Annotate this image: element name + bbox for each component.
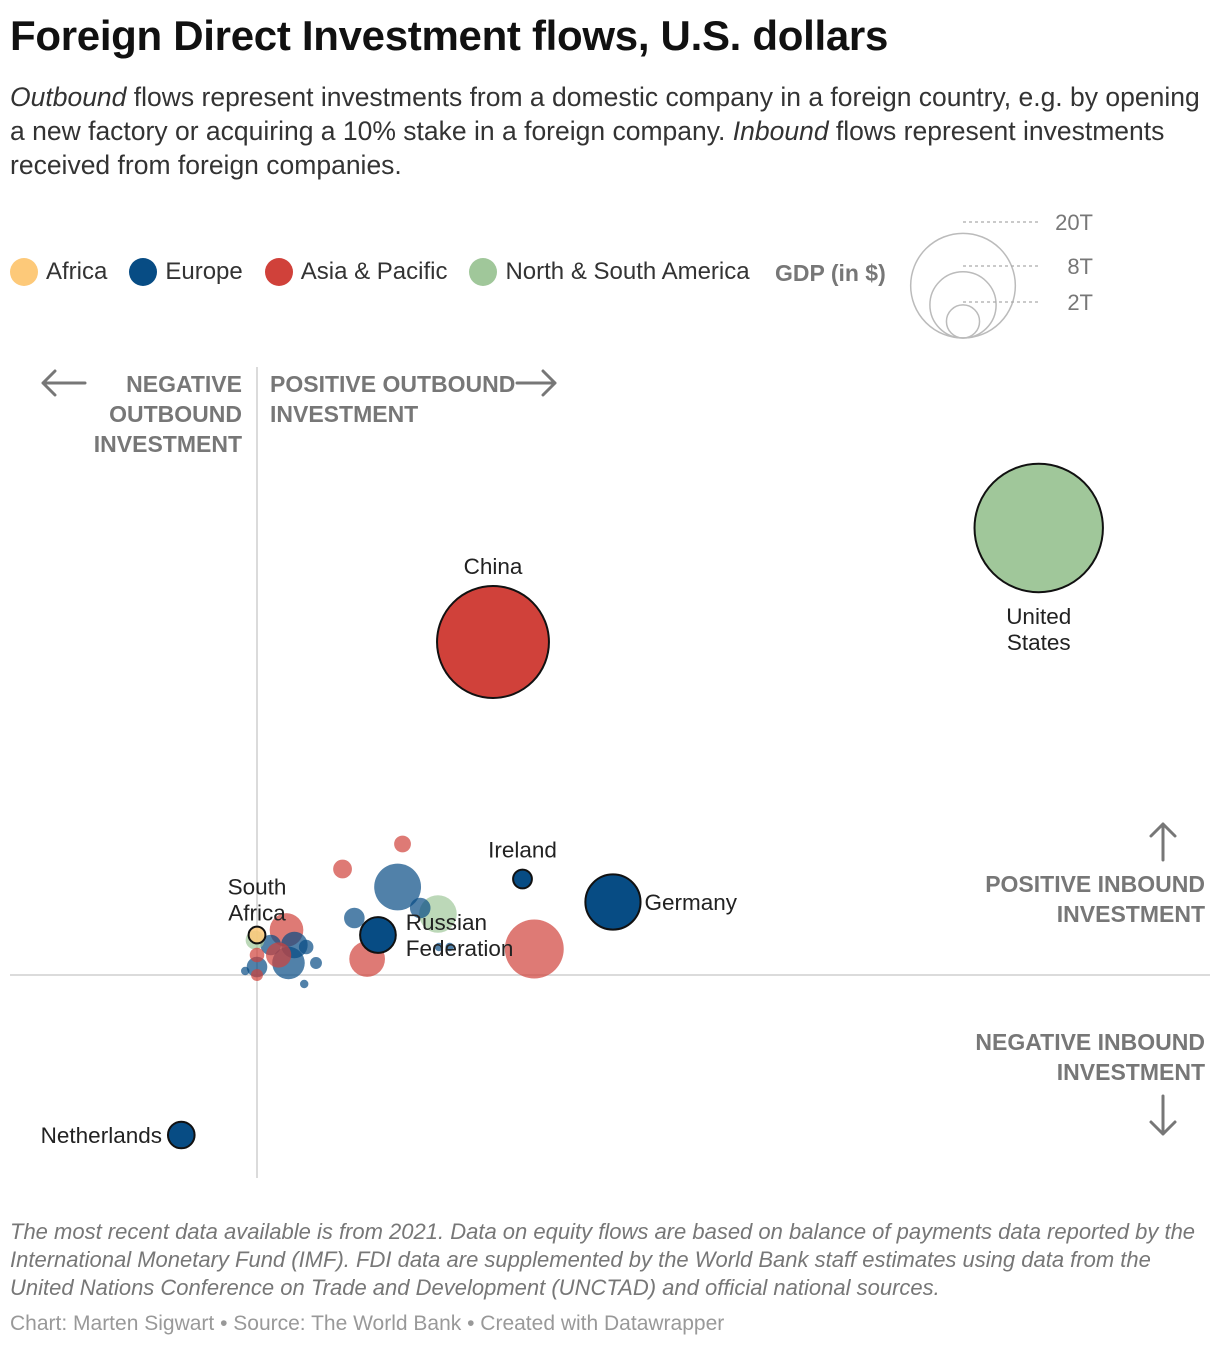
axis-label-positive-outbound-line: POSITIVE OUTBOUND	[270, 371, 516, 397]
data-point-ireland	[512, 868, 533, 890]
size-legend-label: 20T	[1055, 210, 1093, 235]
point-label: Ireland	[488, 838, 557, 863]
axis-label-positive-inbound-line: INVESTMENT	[1056, 901, 1205, 927]
point-label-line: States	[1007, 630, 1071, 655]
legend-item-africa: Africa	[10, 258, 107, 286]
axis-label-negative-outbound: NEGATIVE OUTBOUND INVESTMENT	[94, 369, 242, 459]
size-legend-title: GDP (in $)	[775, 260, 886, 286]
point-label: United States	[1006, 604, 1071, 655]
axis-label-negative-inbound-line: INVESTMENT	[1056, 1059, 1205, 1085]
legend-swatch-africa	[10, 258, 38, 286]
subtitle-outbound: Outbound	[10, 82, 127, 112]
data-point-china	[436, 585, 550, 699]
data-point	[445, 942, 454, 952]
point-label: Netherlands	[41, 1123, 162, 1148]
legend-label-europe: Europe	[165, 258, 243, 285]
axis-label-negative-inbound: NEGATIVE INBOUND INVESTMENT	[975, 1027, 1205, 1087]
legend-label-africa: Africa	[46, 258, 108, 285]
arrow-right-icon	[515, 369, 557, 397]
data-point-netherlands	[166, 1120, 196, 1150]
point-label: Russian Federation	[406, 910, 514, 961]
data-point	[333, 859, 352, 879]
point-label: Germany	[645, 890, 738, 915]
point-label-line: China	[464, 554, 523, 579]
point-label-line: Africa	[228, 901, 286, 926]
data-point	[240, 966, 250, 976]
point-label: South Africa	[228, 875, 287, 926]
point-label-line: Federation	[406, 936, 514, 961]
arrow-up-icon	[1149, 822, 1177, 862]
point-label-line: Germany	[645, 890, 738, 915]
data-point	[298, 939, 314, 955]
axis-label-negative-outbound-line: NEGATIVE	[126, 371, 242, 397]
arrow-left-icon	[41, 369, 87, 397]
legend-item-americas: North & South America	[469, 258, 750, 286]
legend-swatch-asia-pacific	[264, 258, 293, 286]
axis-label-positive-outbound-line: INVESTMENT	[270, 401, 419, 427]
chart-subtitle: Outbound flows represent investments fro…	[10, 80, 1210, 182]
legend-item-europe: Europe	[129, 258, 243, 286]
chart-credits: Chart: Marten Sigwart • Source: The Worl…	[10, 1312, 725, 1335]
point-label-line: South	[228, 875, 287, 900]
legend-label-americas: North & South America	[505, 258, 750, 285]
subtitle-text-2: flows represent investments received fro…	[10, 116, 1165, 180]
data-point	[251, 969, 263, 981]
data-point-russian-federation	[359, 916, 397, 954]
axis-label-negative-outbound-line: INVESTMENT	[93, 431, 242, 457]
axis-label-positive-inbound: POSITIVE INBOUND INVESTMENT	[985, 869, 1205, 929]
chart-title: Foreign Direct Investment flows, U.S. do…	[10, 12, 889, 59]
point-label: China	[464, 554, 523, 579]
subtitle-inbound: Inbound	[732, 116, 829, 146]
axis-label-positive-outbound: POSITIVE OUTBOUND INVESTMENT	[270, 369, 515, 429]
legend-label-asia-pacific: Asia & Pacific	[300, 258, 448, 285]
color-legend: Africa Europe Asia & Pacific North & Sou…	[10, 258, 750, 286]
data-point	[374, 863, 422, 911]
data-point	[310, 957, 322, 969]
size-legend-circle-20T	[909, 232, 1017, 339]
axis-label-negative-inbound-line: NEGATIVE INBOUND	[975, 1029, 1205, 1055]
arrow-down-icon	[1149, 1094, 1177, 1136]
point-label-line: Netherlands	[41, 1123, 162, 1148]
point-label-line: Ireland	[488, 838, 557, 863]
size-legend-label: 8T	[1067, 254, 1093, 279]
data-point-united-states	[973, 462, 1104, 594]
data-point	[249, 947, 265, 963]
data-point	[394, 835, 411, 853]
point-label-line: Russian	[406, 910, 487, 935]
axis-label-positive-inbound-line: POSITIVE INBOUND	[985, 871, 1205, 897]
data-point	[434, 942, 444, 952]
data-point-germany	[584, 873, 642, 931]
legend-item-asia-pacific: Asia & Pacific	[264, 258, 448, 286]
data-point-south-africa	[247, 925, 267, 945]
point-label-line: United	[1006, 604, 1071, 629]
data-point	[344, 907, 365, 929]
chart-notes: The most recent data available is from 2…	[10, 1219, 1196, 1300]
data-point	[409, 897, 431, 919]
size-legend-label: 2T	[1067, 290, 1093, 315]
legend-swatch-europe	[129, 258, 158, 286]
data-point	[266, 942, 292, 968]
size-legend-circle-2T	[945, 304, 981, 339]
data-point	[504, 919, 564, 979]
legend-swatch-americas	[469, 258, 498, 286]
data-point	[299, 979, 309, 989]
axis-label-negative-outbound-line: OUTBOUND	[109, 401, 242, 427]
subtitle-text-1: flows represent investments from a domes…	[10, 82, 1200, 146]
